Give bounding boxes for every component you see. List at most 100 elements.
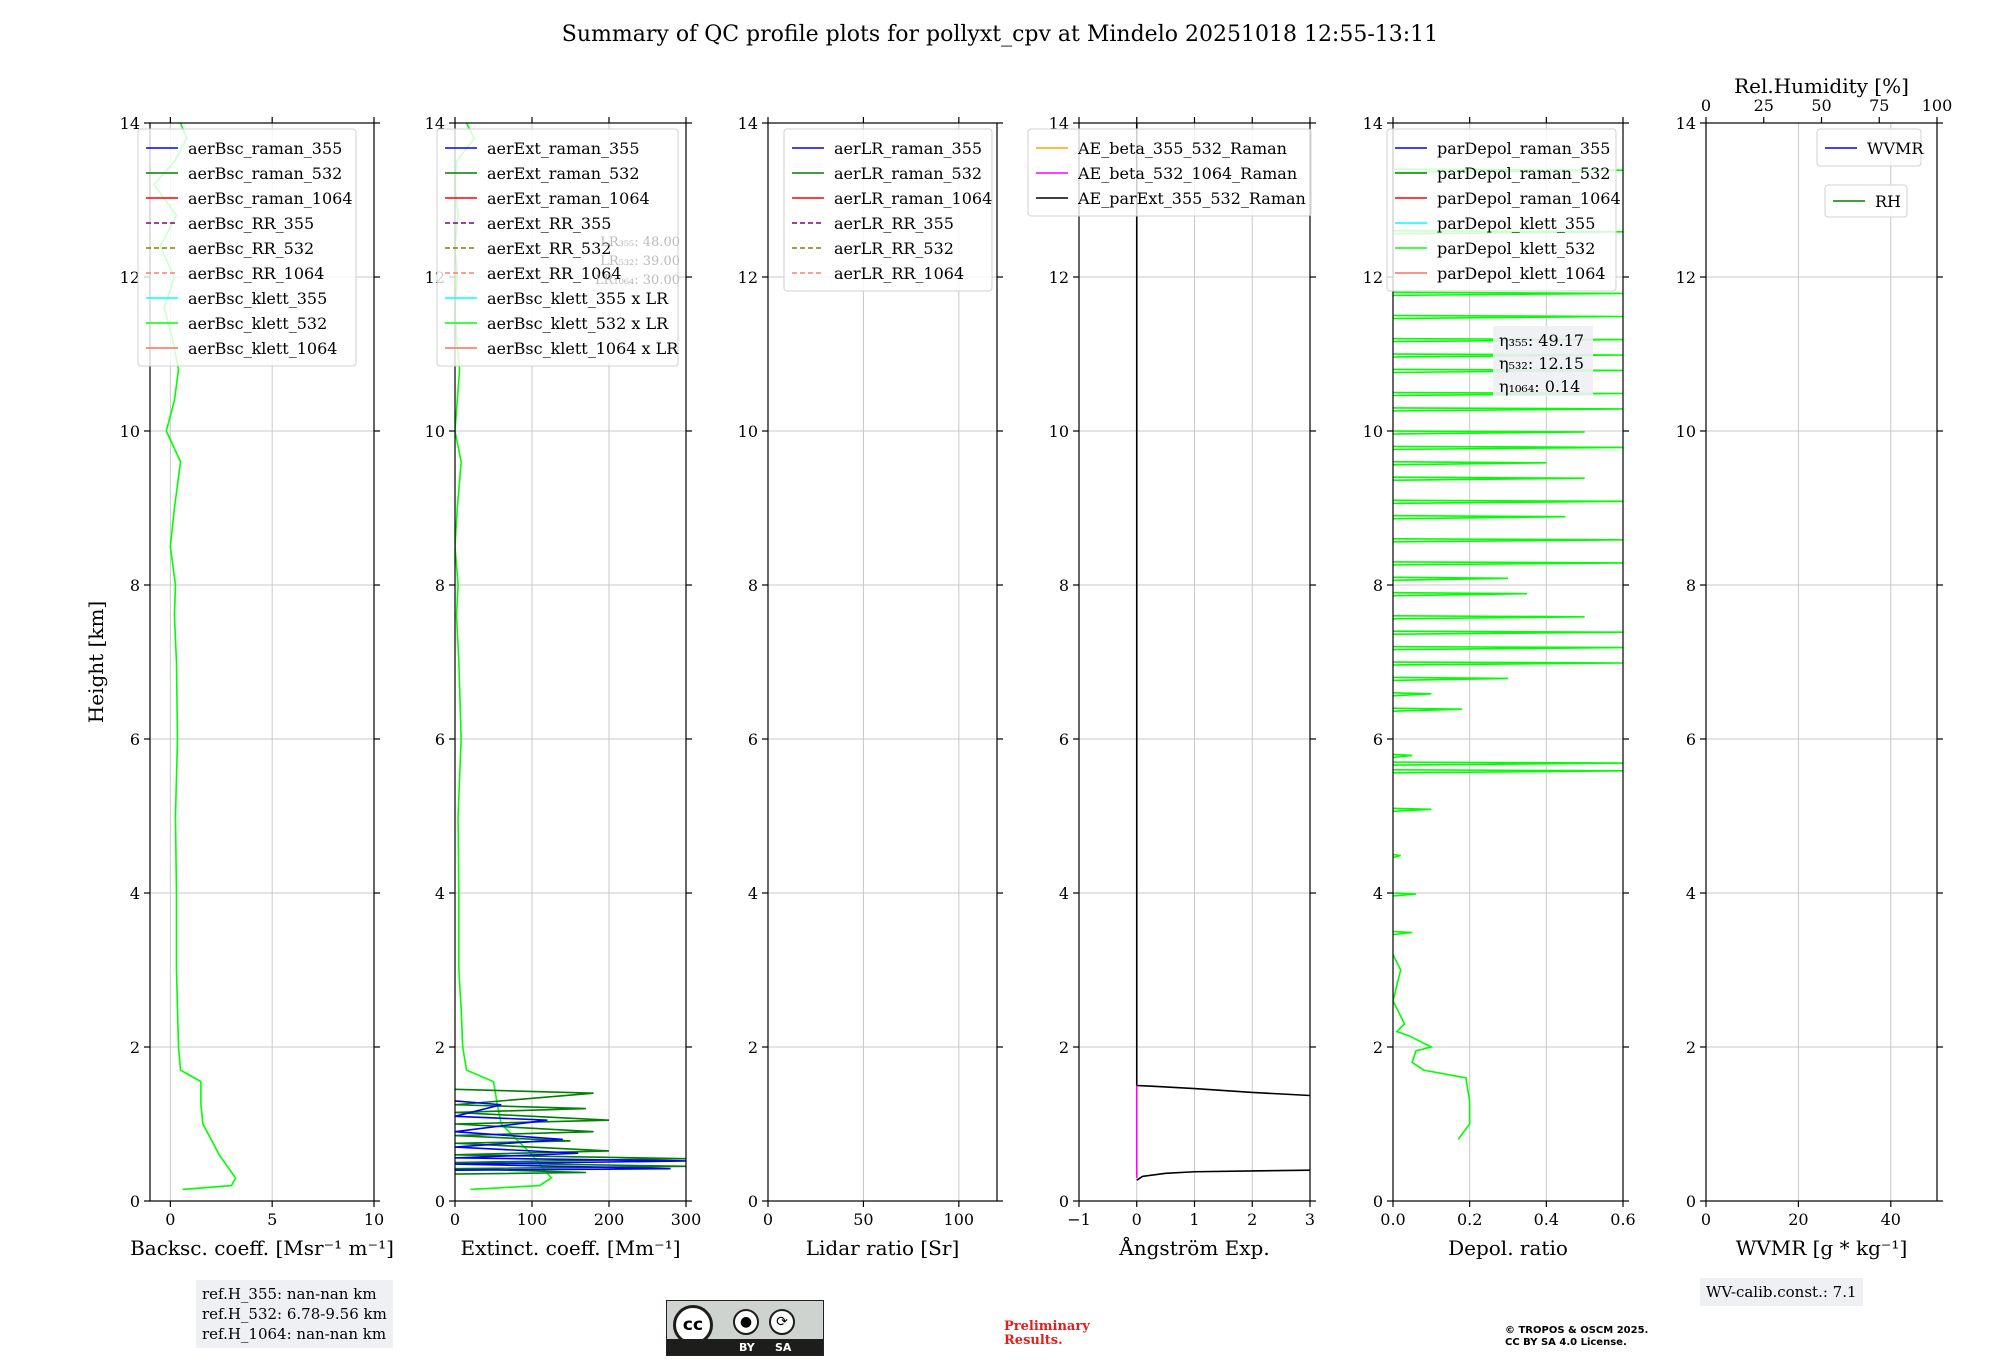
refh-355: ref.H_355: nan-nan km	[202, 1285, 377, 1303]
axes-frame	[1705, 122, 1938, 1202]
legend: aerBsc_raman_355 aerBsc_raman_532 aerBsc_r…	[137, 128, 357, 367]
legend-label: aerExt_RR_532	[487, 239, 611, 258]
legend-label: aerBsc_klett_1064 x LR	[487, 339, 679, 358]
legend-label: RH	[1875, 192, 1901, 211]
series-spike	[1393, 645, 1623, 651]
y-tick-label: 6	[1373, 730, 1383, 749]
legend-label: parDepol_raman_355	[1437, 139, 1610, 158]
lr-annotation: LR₃₅₅: 48.00	[600, 235, 680, 250]
legend-label: aerLR_RR_355	[834, 214, 954, 233]
series-line	[1135, 123, 1310, 1097]
height-axis-label: Height [km]	[84, 601, 108, 723]
panel-wvmr: 0 20 40 0 2 4 6 8 10 12 14 WVMR [g * kg⁻¹] 0 25 50 75 10…	[1676, 74, 1953, 1260]
series-spike	[1393, 892, 1417, 897]
legend-label: AE_beta_355_532_Raman	[1077, 139, 1287, 158]
lr-annotation: LR₅₃₂: 39.00	[600, 254, 680, 269]
x-tick-label: 0.0	[1380, 1210, 1405, 1229]
axes-frame	[767, 122, 998, 1202]
preliminary-note: Preliminary Results.	[1004, 1320, 1090, 1348]
x-tick-label: 0	[1132, 1210, 1142, 1229]
legend: parDepol_raman_355 parDepol_raman_532 parD…	[1386, 128, 1621, 292]
y-tick-label: 4	[1686, 884, 1696, 903]
y-tick-label: 14	[120, 114, 140, 133]
top-x-tick-label: 75	[1869, 96, 1889, 115]
x-tick-label: 0	[165, 1210, 175, 1229]
legend-label: parDepol_raman_532	[1437, 164, 1610, 183]
attribution-icon: ●	[733, 1309, 759, 1335]
top-x-tick-label: 100	[1922, 96, 1953, 115]
series-spike	[1393, 537, 1623, 543]
y-tick-label: 0	[1686, 1192, 1696, 1211]
legend: aerLR_raman_355 aerLR_raman_532 aerLR_rama…	[783, 128, 993, 292]
eta-box	[1493, 326, 1593, 396]
legend-label: aerLR_raman_532	[834, 164, 982, 183]
y-tick-label: 4	[435, 884, 445, 903]
panel-backscatter: 0 5 10 0 2 4 6 8 10 12 14 Backsc. coeff. [Msr⁻¹ m⁻¹…	[120, 114, 394, 1260]
eta-annotation: η₅₃₂: 12.15	[1499, 354, 1584, 373]
series-spike	[1393, 614, 1585, 620]
y-tick-label: 10	[1049, 422, 1069, 441]
preliminary-line-2: Results.	[1004, 1333, 1063, 1348]
series-spike	[1393, 291, 1623, 297]
top-x-tick-label: 25	[1754, 96, 1774, 115]
y-tick-label: 2	[748, 1038, 758, 1057]
x-axis-label: Extinct. coeff. [Mm⁻¹]	[460, 1236, 680, 1260]
y-tick-label: 8	[1373, 576, 1383, 595]
series-spike	[1393, 476, 1585, 481]
series-spike	[1393, 807, 1432, 813]
x-tick-label: 2	[1247, 1210, 1257, 1229]
legend-label: aerLR_RR_532	[834, 239, 954, 258]
y-tick-label: 2	[435, 1038, 445, 1057]
lr-annotation: LR₁₀₆₄: 30.00	[595, 273, 680, 288]
y-tick-label: 0	[1059, 1192, 1069, 1211]
cc-by-sa-license-badge: cc ● ⟳ BY SA	[666, 1300, 824, 1356]
legend-label: aerExt_raman_532	[487, 164, 640, 183]
y-tick-label: 4	[130, 884, 140, 903]
series-spike	[1393, 853, 1401, 859]
y-tick-label: 8	[1059, 576, 1069, 595]
y-tick-label: 10	[120, 422, 140, 441]
share-alike-icon: ⟳	[769, 1309, 795, 1335]
y-tick-label: 8	[748, 576, 758, 595]
legend-label: aerBsc_klett_1064	[188, 339, 337, 358]
series-spike	[1393, 430, 1585, 435]
series-spike	[1393, 761, 1623, 766]
license-badge-bar	[667, 1339, 823, 1355]
y-tick-label: 6	[1059, 730, 1069, 749]
legend-label: aerExt_RR_1064	[487, 264, 622, 283]
series-spike	[1393, 930, 1413, 936]
legend-label: WVMR	[1867, 139, 1924, 158]
x-tick-label: 50	[853, 1210, 873, 1229]
figure-title: Summary of QC profile plots for pollyxt_…	[561, 22, 1439, 47]
series-spike	[1393, 707, 1463, 712]
legend-label: aerExt_raman_1064	[487, 189, 650, 208]
copyright-note: © TROPOS & OSCM 2025. CC BY SA 4.0 Licen…	[1505, 1325, 1648, 1349]
y-tick-label: 6	[748, 730, 758, 749]
series-spike	[1393, 561, 1623, 566]
y-tick-label: 14	[1363, 114, 1383, 133]
preliminary-line-1: Preliminary	[1004, 1319, 1090, 1334]
series-spike	[1393, 368, 1623, 374]
series-spike	[1393, 461, 1547, 466]
x-axis-label: Depol. ratio	[1448, 1236, 1568, 1260]
legend-label: AE_beta_532_1064_Raman	[1077, 164, 1297, 183]
x-axis-label: Backsc. coeff. [Msr⁻¹ m⁻¹]	[130, 1236, 394, 1260]
legend-box	[137, 128, 357, 367]
legend-label: aerExt_RR_355	[487, 214, 611, 233]
y-tick-label: 8	[1686, 576, 1696, 595]
badge-by-label: BY	[739, 1341, 755, 1354]
series-spike	[1393, 692, 1432, 697]
series-spike	[1393, 630, 1623, 635]
legend-label: aerBsc_klett_355	[188, 289, 327, 308]
y-tick-label: 14	[1049, 114, 1069, 133]
x-tick-label: 100	[517, 1210, 548, 1229]
x-tick-label: 1	[1189, 1210, 1199, 1229]
y-tick-label: 6	[1686, 730, 1696, 749]
y-tick-label: 10	[1363, 422, 1383, 441]
legend-box	[1386, 128, 1617, 292]
y-tick-label: 14	[738, 114, 758, 133]
series-spike	[1393, 353, 1623, 358]
x-tick-label: 0	[1701, 1210, 1711, 1229]
